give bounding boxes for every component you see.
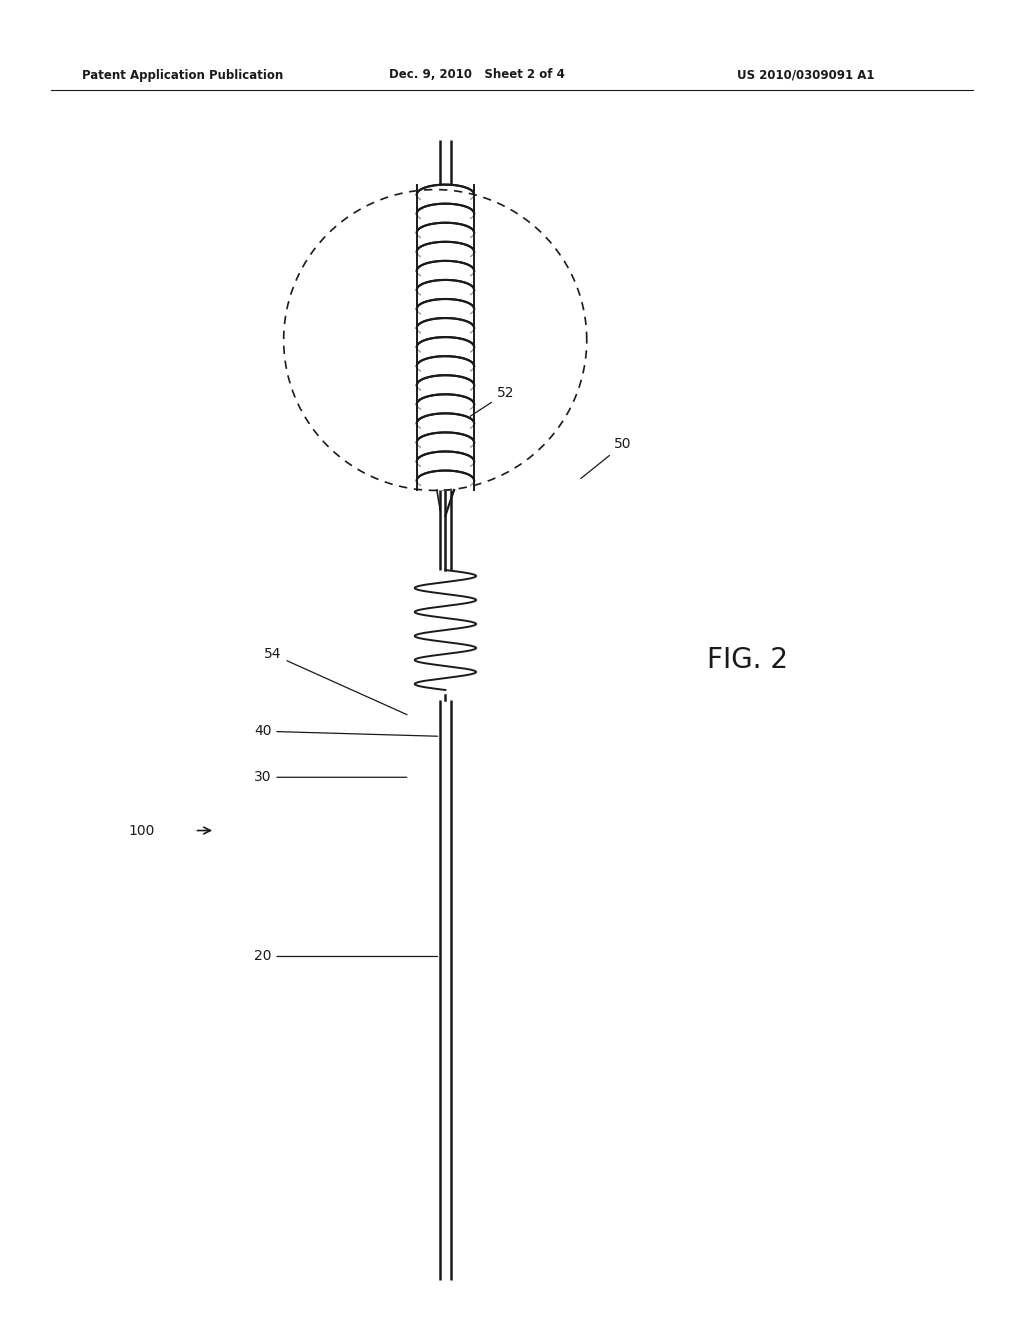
Text: Dec. 9, 2010   Sheet 2 of 4: Dec. 9, 2010 Sheet 2 of 4 (389, 69, 565, 82)
Text: 40: 40 (254, 725, 437, 738)
Text: US 2010/0309091 A1: US 2010/0309091 A1 (737, 69, 874, 82)
Text: 54: 54 (264, 647, 408, 714)
Text: 30: 30 (254, 771, 407, 784)
Text: 100: 100 (128, 824, 155, 837)
Text: Patent Application Publication: Patent Application Publication (82, 69, 284, 82)
Text: 52: 52 (456, 387, 514, 425)
Text: 20: 20 (254, 949, 437, 964)
Bar (421, 185, 470, 490)
Text: FIG. 2: FIG. 2 (707, 645, 788, 675)
Text: 50: 50 (581, 437, 632, 479)
